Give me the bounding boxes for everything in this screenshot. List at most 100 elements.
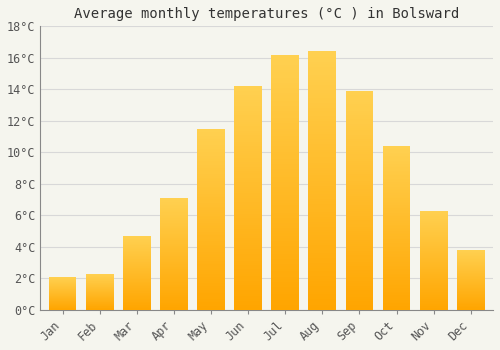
Bar: [86, 285, 114, 286]
Bar: [272, 134, 299, 136]
Bar: [123, 241, 150, 242]
Bar: [420, 256, 448, 257]
Bar: [272, 297, 299, 300]
Bar: [420, 240, 448, 241]
Bar: [420, 261, 448, 262]
Bar: [234, 122, 262, 124]
Bar: [160, 238, 188, 239]
Bar: [457, 298, 484, 299]
Bar: [308, 279, 336, 281]
Bar: [86, 299, 114, 300]
Bar: [308, 54, 336, 57]
Bar: [272, 197, 299, 200]
Bar: [272, 164, 299, 167]
Bar: [272, 185, 299, 187]
Bar: [382, 169, 410, 170]
Bar: [308, 274, 336, 276]
Bar: [308, 227, 336, 230]
Bar: [272, 180, 299, 182]
Bar: [234, 303, 262, 305]
Bar: [123, 270, 150, 271]
Bar: [382, 244, 410, 246]
Bar: [420, 247, 448, 248]
Bar: [457, 272, 484, 273]
Bar: [272, 167, 299, 169]
Bar: [234, 267, 262, 270]
Bar: [420, 224, 448, 225]
Title: Average monthly temperatures (°C ) in Bolsward: Average monthly temperatures (°C ) in Bo…: [74, 7, 460, 21]
Bar: [308, 245, 336, 248]
Bar: [382, 174, 410, 175]
Bar: [346, 104, 374, 106]
Bar: [272, 287, 299, 289]
Bar: [86, 295, 114, 296]
Bar: [420, 212, 448, 214]
Bar: [160, 199, 188, 200]
Bar: [346, 130, 374, 132]
Bar: [197, 217, 225, 219]
Bar: [123, 278, 150, 279]
Bar: [234, 211, 262, 214]
Bar: [197, 304, 225, 306]
Bar: [197, 265, 225, 266]
Bar: [382, 189, 410, 190]
Bar: [308, 147, 336, 149]
Bar: [160, 246, 188, 247]
Bar: [160, 233, 188, 234]
Bar: [197, 147, 225, 148]
Bar: [382, 153, 410, 154]
Bar: [308, 160, 336, 162]
Bar: [123, 303, 150, 304]
Bar: [308, 240, 336, 243]
Bar: [160, 224, 188, 225]
Bar: [272, 162, 299, 164]
Bar: [197, 256, 225, 257]
Bar: [457, 281, 484, 282]
Bar: [308, 124, 336, 126]
Bar: [160, 283, 188, 284]
Bar: [420, 295, 448, 296]
Bar: [457, 253, 484, 254]
Bar: [308, 292, 336, 294]
Bar: [86, 306, 114, 307]
Bar: [272, 60, 299, 62]
Bar: [123, 236, 150, 237]
Bar: [420, 260, 448, 261]
Bar: [160, 306, 188, 308]
Bar: [382, 302, 410, 303]
Bar: [420, 219, 448, 220]
Bar: [234, 120, 262, 122]
Bar: [234, 238, 262, 240]
Bar: [160, 302, 188, 303]
Bar: [308, 204, 336, 206]
Bar: [160, 258, 188, 259]
Bar: [197, 194, 225, 196]
Bar: [234, 176, 262, 178]
Bar: [160, 305, 188, 306]
Bar: [234, 274, 262, 276]
Bar: [197, 246, 225, 248]
Bar: [197, 273, 225, 275]
Bar: [123, 248, 150, 249]
Bar: [234, 296, 262, 299]
Bar: [308, 132, 336, 134]
Bar: [308, 237, 336, 240]
Bar: [234, 272, 262, 274]
Bar: [420, 276, 448, 277]
Bar: [420, 283, 448, 284]
Bar: [160, 264, 188, 265]
Bar: [123, 297, 150, 298]
Bar: [272, 116, 299, 118]
Bar: [123, 269, 150, 270]
Bar: [420, 242, 448, 243]
Bar: [272, 261, 299, 264]
Bar: [420, 263, 448, 264]
Bar: [272, 85, 299, 88]
Bar: [346, 308, 374, 310]
Bar: [86, 305, 114, 306]
Bar: [86, 278, 114, 279]
Bar: [123, 285, 150, 286]
Bar: [123, 281, 150, 282]
Bar: [346, 257, 374, 259]
Bar: [420, 257, 448, 258]
